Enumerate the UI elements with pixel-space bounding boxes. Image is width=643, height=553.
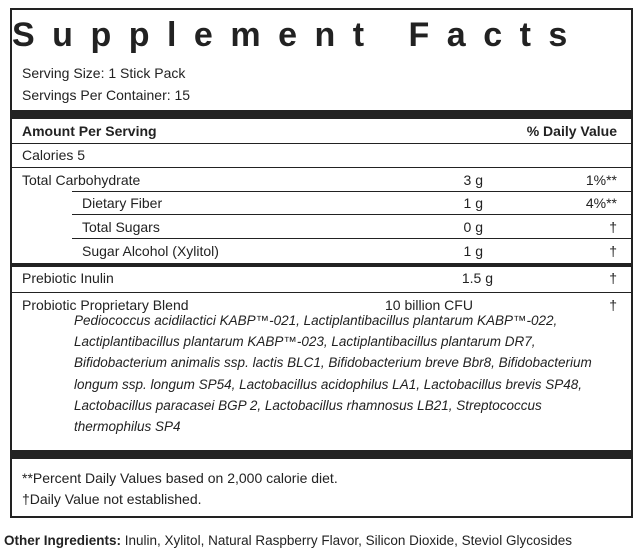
nutrient-dv: † xyxy=(609,270,617,286)
facts-panel xyxy=(10,8,633,518)
blend-amount: 10 billion CFU xyxy=(385,297,473,313)
servings-per-container: Servings Per Container: 15 xyxy=(22,87,191,103)
nutrient-amount: 1 g xyxy=(463,195,483,211)
other-ingredients-label: Other Ingredients: xyxy=(4,533,122,548)
serving-size: Serving Size: 1 Stick Pack xyxy=(22,65,186,81)
nutrient-dv: 4%** xyxy=(585,195,617,211)
nutrient-dv: † xyxy=(609,219,617,235)
nutrient-name: Total Carbohydrate xyxy=(22,172,141,188)
rule xyxy=(12,167,631,168)
nutrient-name: Sugar Alcohol (Xylitol) xyxy=(82,243,219,259)
nutrient-amount: 1.5 g xyxy=(461,270,493,286)
nutrient-amount: 1 g xyxy=(463,243,483,259)
nutrient-dv: 1%** xyxy=(585,172,617,188)
thick-rule xyxy=(12,450,631,459)
nutrient-amount: 0 g xyxy=(463,219,483,235)
blend-dv: † xyxy=(609,297,617,313)
amount-header: Amount Per Serving xyxy=(22,123,157,139)
other-ingredients: Other Ingredients: Inulin, Xylitol, Natu… xyxy=(4,532,572,550)
nutrient-name: Total Sugars xyxy=(82,219,160,235)
nutrient-amount: 3 g xyxy=(463,172,483,188)
blend-ingredients: Pediococcus acidilactici KABP™-021, Lact… xyxy=(74,313,592,435)
rule xyxy=(72,238,631,239)
rule xyxy=(12,292,631,293)
nutrient-dv: † xyxy=(609,243,617,259)
rule xyxy=(72,191,631,192)
nutrient-name: Prebiotic Inulin xyxy=(22,270,114,286)
other-ingredients-text: Inulin, Xylitol, Natural Raspberry Flavo… xyxy=(124,533,572,548)
dv-header: % Daily Value xyxy=(526,123,617,139)
rule xyxy=(72,214,631,215)
nutrient-name: Dietary Fiber xyxy=(82,195,163,211)
thick-rule xyxy=(12,110,631,119)
footnote: **Percent Daily Values based on 2,000 ca… xyxy=(22,470,338,486)
footnote: †Daily Value not established. xyxy=(22,491,202,507)
calories: Calories 5 xyxy=(22,147,86,163)
title: Supplement Facts xyxy=(12,16,585,54)
rule xyxy=(12,143,631,144)
medium-rule xyxy=(12,263,631,267)
blend-name: Probiotic Proprietary Blend xyxy=(22,297,189,313)
